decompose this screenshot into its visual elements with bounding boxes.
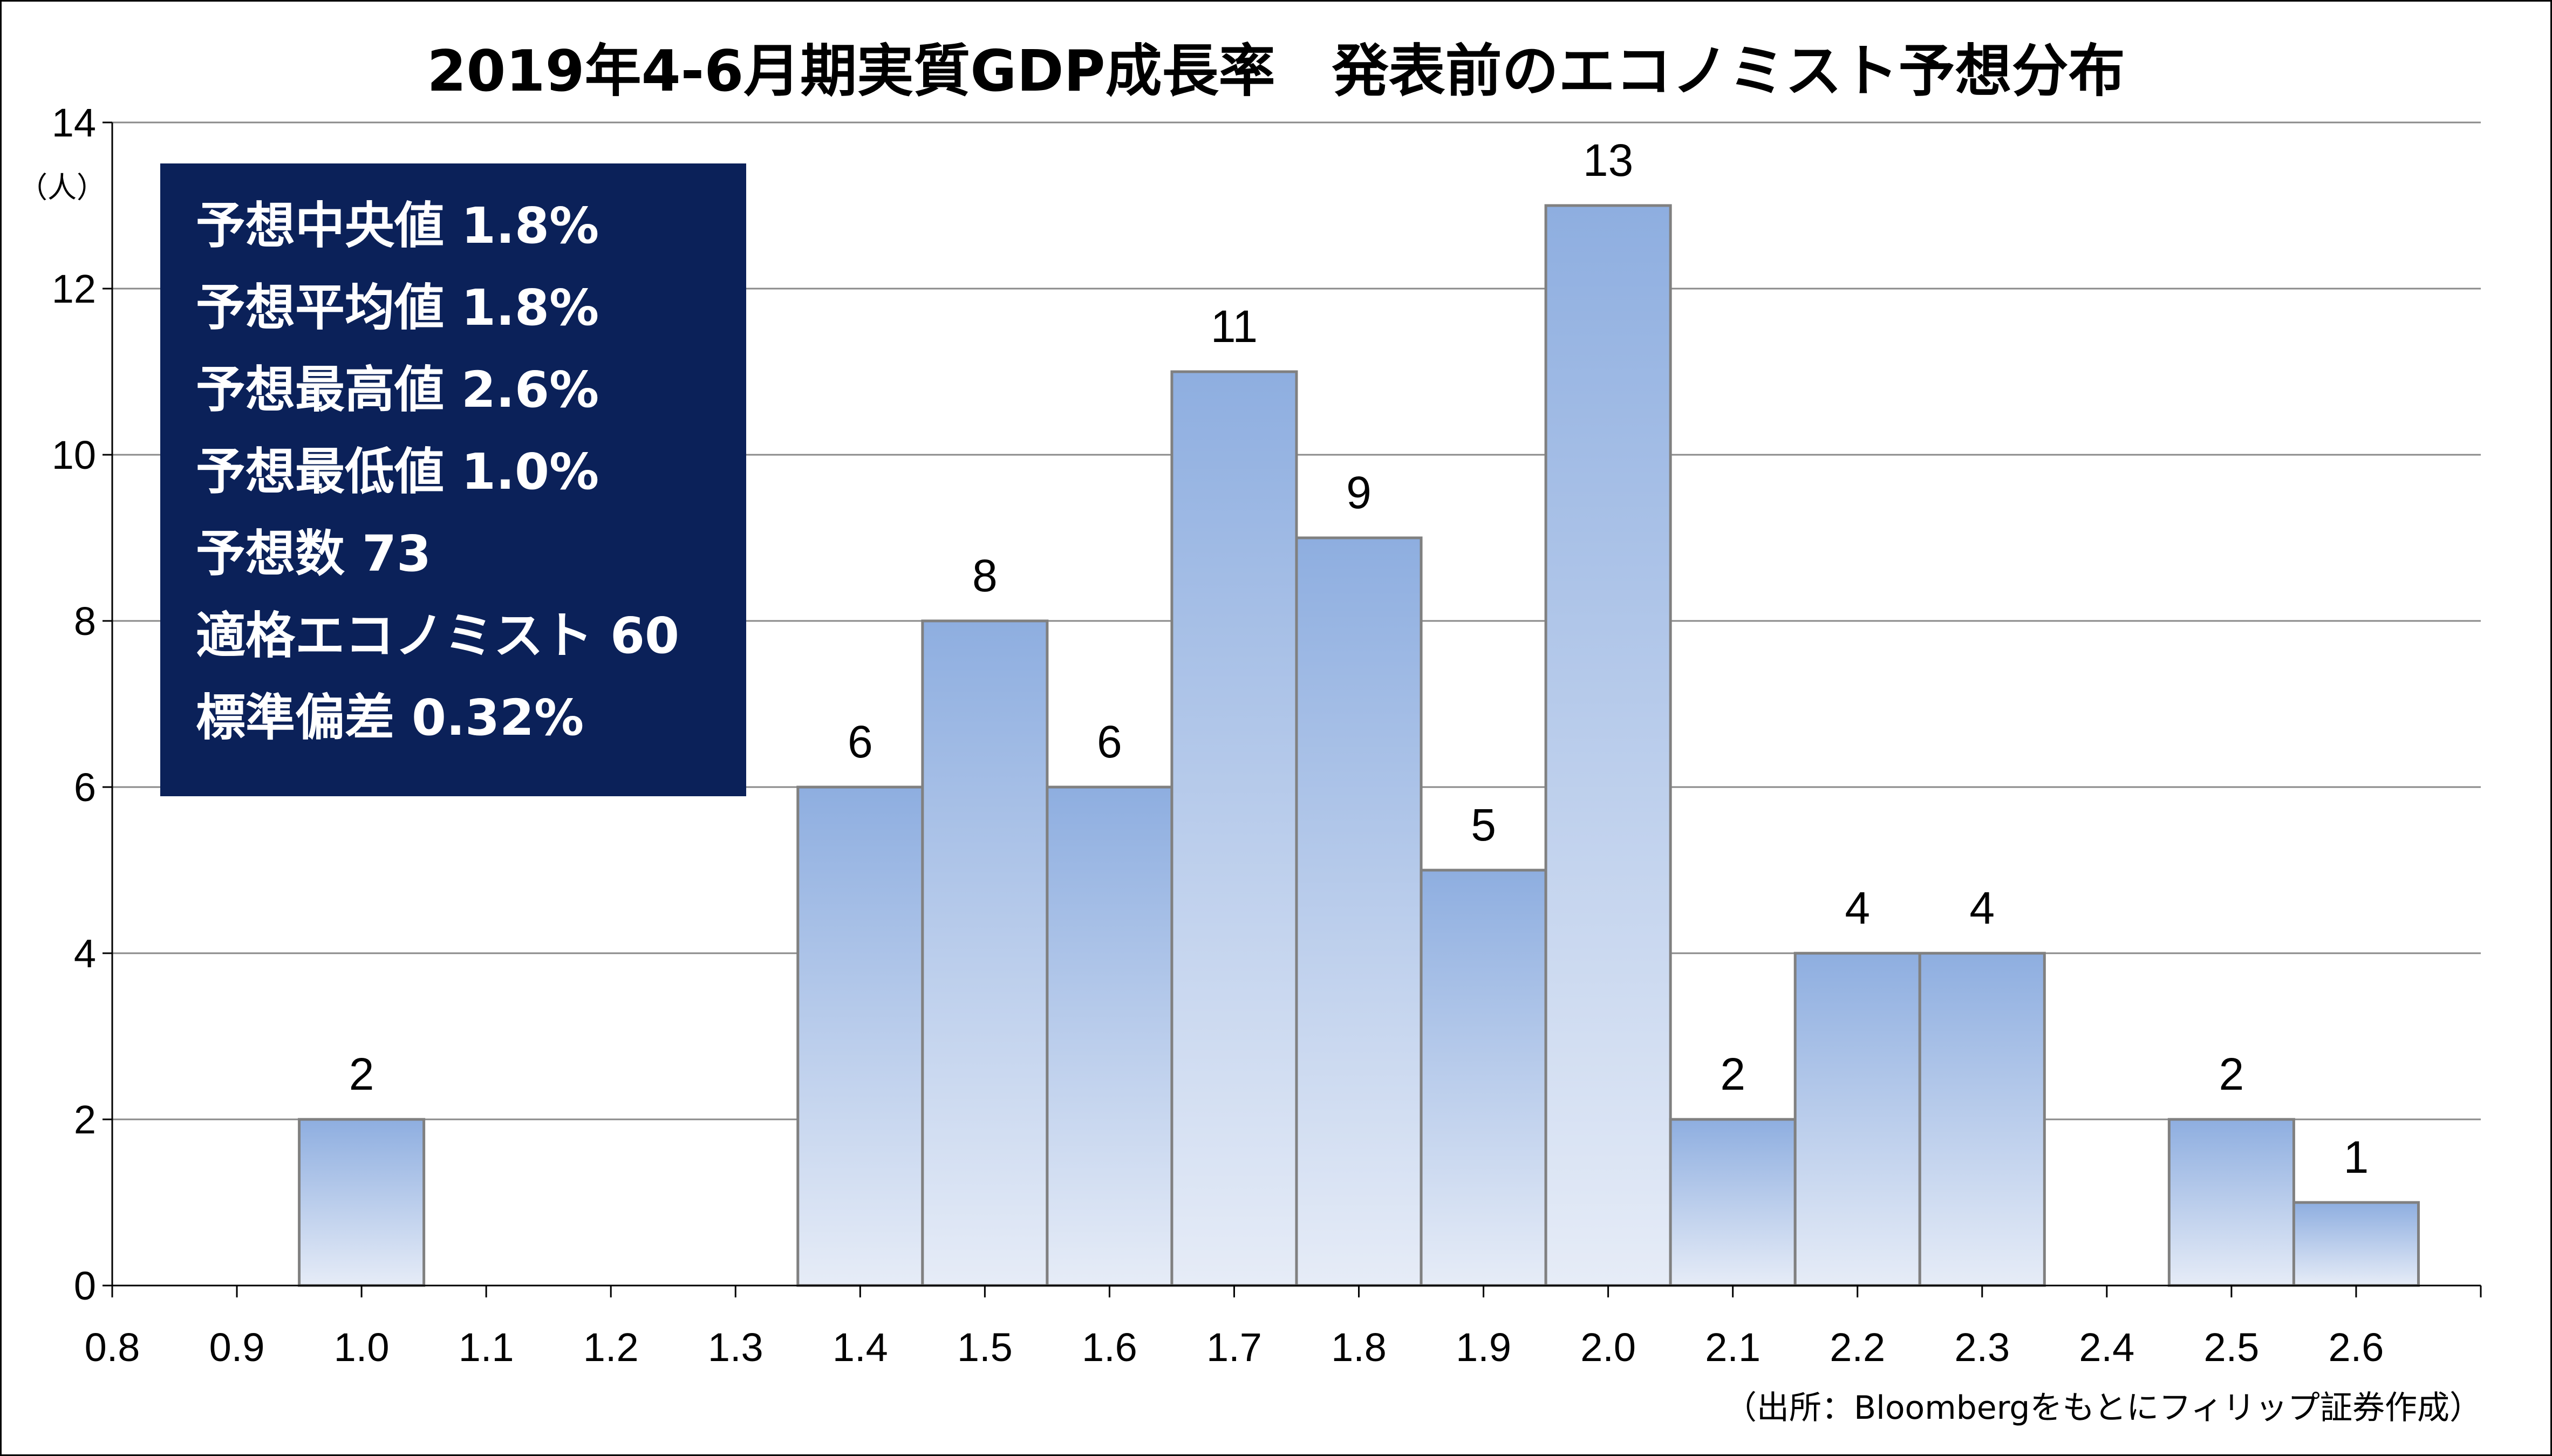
bar [2292, 1201, 2420, 1287]
x-tick-label: 1.6 [1082, 1325, 1137, 1370]
x-tick-label: 1.7 [1206, 1325, 1262, 1370]
bar [1918, 952, 2046, 1287]
bar [1046, 785, 1173, 1287]
bar [2167, 1118, 2295, 1287]
x-tick-label: 2.6 [2329, 1325, 2384, 1370]
y-tick-label: 12 [52, 266, 96, 311]
x-tick-label: 1.0 [334, 1325, 390, 1370]
stat-max: 予想最高値 2.6% [196, 361, 599, 419]
x-tick-label: 1.5 [957, 1325, 1013, 1370]
bar [1793, 952, 1921, 1287]
x-tick-label: 2.2 [1830, 1325, 1885, 1370]
bar [1295, 536, 1423, 1287]
data-label: 2 [2219, 1049, 2244, 1099]
stats-box: 予想中央値 1.8% 予想平均値 1.8% 予想最高値 2.6% 予想最低値 1… [160, 163, 746, 796]
data-label: 2 [1720, 1049, 1745, 1099]
bar [1544, 204, 1672, 1287]
chart-title: 2019年4-6月期実質GDP成長率 発表前のエコノミスト予想分布 [427, 38, 2125, 104]
y-tick-label: 8 [74, 599, 96, 644]
bars [298, 204, 2420, 1287]
x-tick-label: 1.8 [1331, 1325, 1387, 1370]
stat-min: 予想最低値 1.0% [196, 443, 599, 501]
x-tick-label: 1.3 [708, 1325, 763, 1370]
bar [1669, 1118, 1797, 1287]
x-tick-label: 1.4 [833, 1325, 888, 1370]
data-label: 5 [1471, 799, 1496, 850]
x-tick-label: 2.0 [1580, 1325, 1636, 1370]
stat-count: 予想数 73 [196, 525, 432, 583]
data-label: 6 [1097, 716, 1122, 767]
bar [1170, 370, 1298, 1287]
stat-stddev: 標準偏差 0.32% [196, 689, 584, 747]
data-labels: 2 6 8 6 11 9 5 13 2 4 4 2 1 [349, 135, 2369, 1182]
data-label: 9 [1346, 467, 1371, 518]
data-label: 11 [1211, 301, 1258, 352]
stat-mean: 予想平均値 1.8% [196, 279, 599, 337]
data-label: 6 [848, 716, 873, 767]
y-tick-label: 14 [52, 100, 96, 145]
bar [1420, 869, 1547, 1287]
bar [921, 619, 1049, 1287]
y-tick-label: 10 [52, 433, 96, 477]
y-tick-label: 2 [74, 1097, 96, 1142]
bar [298, 1118, 426, 1287]
x-tick-label: 2.4 [2079, 1325, 2134, 1370]
x-tick-label: 2.5 [2203, 1325, 2259, 1370]
x-tick-label: 2.1 [1705, 1325, 1761, 1370]
data-label: 4 [1969, 883, 1995, 933]
data-label: 2 [349, 1049, 374, 1099]
stat-median: 予想中央値 1.8% [196, 197, 599, 255]
x-tick-label: 1.9 [1456, 1325, 1511, 1370]
y-tick-label: 0 [74, 1263, 96, 1308]
x-tick-label: 2.3 [1954, 1325, 2010, 1370]
x-tick-label: 0.8 [85, 1325, 140, 1370]
y-axis-unit: （人） [18, 170, 106, 204]
x-tick-label: 1.2 [583, 1325, 639, 1370]
stat-economists: 適格エコノミスト 60 [196, 607, 680, 665]
y-tick-label: 6 [74, 765, 96, 810]
x-tick-label: 0.9 [209, 1325, 265, 1370]
x-tick-label: 1.1 [459, 1325, 514, 1370]
data-label: 4 [1845, 883, 1870, 933]
data-label: 13 [1583, 135, 1633, 186]
bar [796, 785, 924, 1287]
y-tick-label: 4 [74, 931, 96, 976]
data-label: 8 [972, 550, 998, 601]
data-label: 1 [2344, 1132, 2369, 1182]
source-note: （出所：Bloombergをもとにフィリップ証券作成） [1724, 1389, 2482, 1427]
